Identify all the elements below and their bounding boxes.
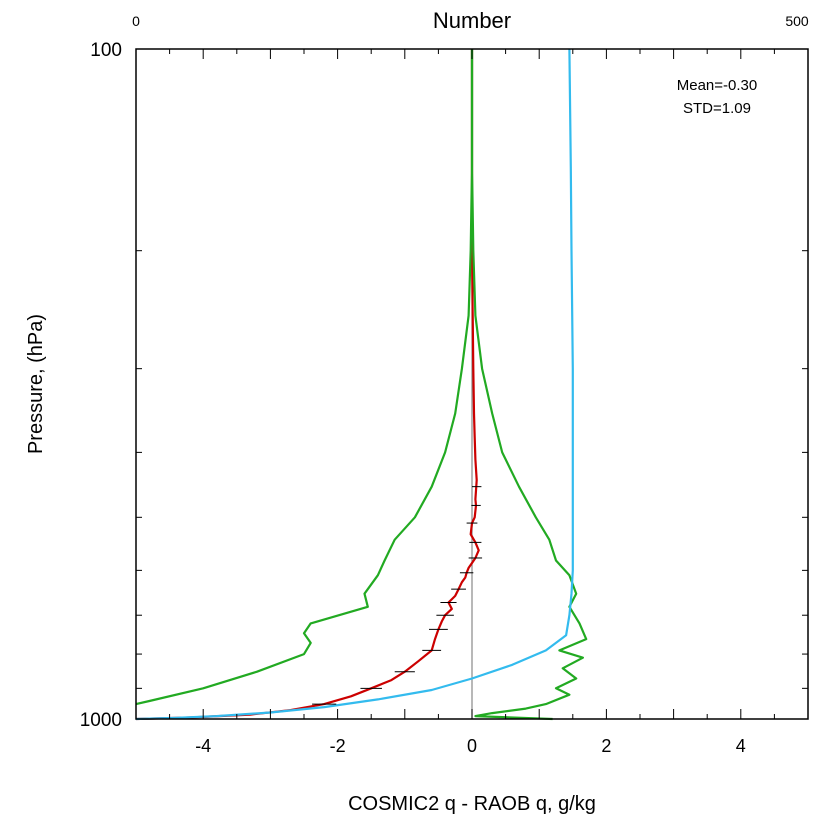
tick-layer (135, 48, 809, 720)
series-line-mean-minus-std (135, 49, 474, 706)
label-layer: -4 -2 0 2 4 100 1000 (80, 40, 746, 756)
x-tick-label: 4 (736, 736, 746, 756)
errorbar-layer (312, 486, 483, 705)
y-tick-label: 100 (90, 40, 122, 61)
series-line-mean (135, 49, 480, 721)
top-axis-min-label: 0 (132, 13, 140, 29)
x-tick-label: -2 (330, 736, 346, 756)
x-tick-label: -4 (195, 736, 211, 756)
y-axis-title: Pressure, (hPa) (25, 314, 47, 454)
x-axis-title: COSMIC2 q - RAOB q, g/kg (348, 793, 596, 815)
annotation-mean: Mean=-0.30 (677, 77, 757, 94)
top-axis-title: Number (433, 8, 511, 33)
y-tick-label: 1000 (80, 710, 122, 731)
top-axis-max-label: 500 (785, 13, 809, 29)
x-tick-label: 0 (467, 736, 477, 756)
series-line-number (135, 48, 574, 721)
x-tick-label: 2 (601, 736, 611, 756)
annotation-std: STD=1.09 (683, 100, 751, 117)
series-layer (135, 48, 588, 721)
